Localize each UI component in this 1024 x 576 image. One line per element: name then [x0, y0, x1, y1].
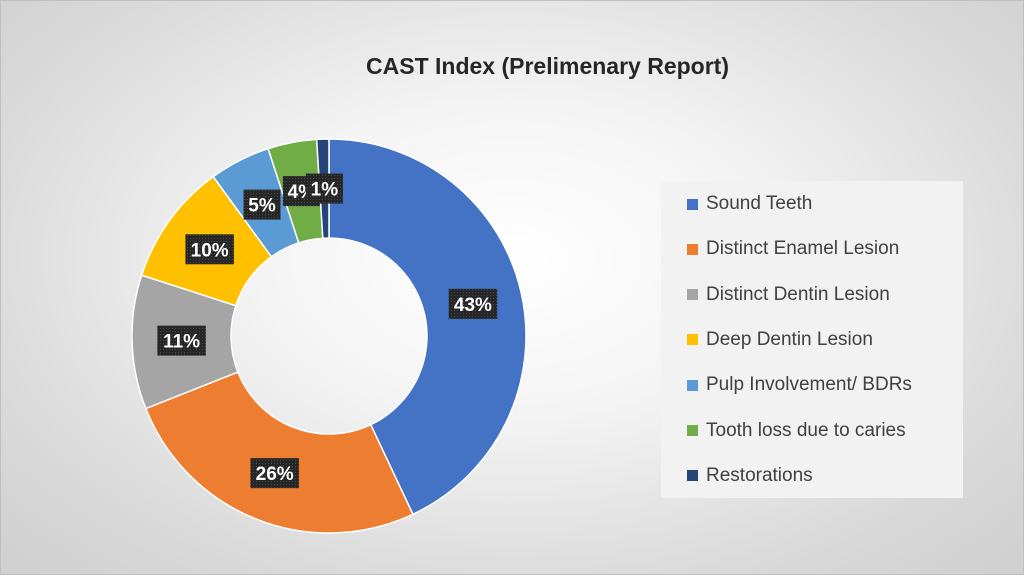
legend-label: Restorations	[706, 464, 813, 486]
legend-label: Deep Dentin Lesion	[706, 328, 873, 350]
data-label-pulp-involvement-bdrs: 5%	[243, 189, 281, 220]
legend-item-pulp-involvement-bdrs: Pulp Involvement/ BDRs	[687, 372, 912, 398]
data-label-box	[243, 189, 281, 220]
data-label-text: 5%	[248, 196, 276, 217]
data-label-sound-teeth: 43%	[448, 288, 498, 319]
data-label-deep-dentin-lesion: 10%	[185, 234, 234, 265]
data-label-distinct-dentin-lesion: 11%	[157, 325, 206, 356]
data-label-distinct-enamel-lesion: 26%	[250, 458, 299, 489]
legend-swatch	[687, 198, 698, 210]
legend-label: Distinct Enamel Lesion	[706, 238, 900, 260]
data-label-box	[448, 288, 498, 319]
data-label-text: 43%	[454, 295, 492, 316]
legend-item-deep-dentin-lesion: Deep Dentin Lesion	[687, 327, 873, 353]
legend-swatch	[687, 289, 698, 301]
legend-label: Distinct Dentin Lesion	[706, 283, 890, 305]
data-label-text: 26%	[256, 464, 294, 485]
legend-label: Sound Teeth	[706, 193, 813, 214]
legend-swatch	[687, 470, 698, 482]
legend: Sound Teeth Distinct Enamel Lesion Distinc…	[661, 181, 963, 498]
slice-sound-teeth	[328, 138, 527, 516]
data-label-box	[250, 458, 299, 489]
legend-swatch	[687, 425, 698, 436]
legend-item-tooth-loss-due-to-caries: Tooth loss due to caries	[687, 418, 906, 444]
data-label-restorations: 1%	[305, 173, 343, 204]
data-label-text: 1%	[311, 180, 339, 201]
legend-swatch	[687, 334, 698, 346]
legend-item-distinct-enamel-lesion: Distinct Enamel Lesion	[687, 236, 899, 262]
chart-title: CAST Index (Prelimenary Report)	[366, 53, 729, 79]
legend-item-distinct-dentin-lesion: Distinct Dentin Lesion	[687, 282, 890, 308]
data-label-text: 11%	[163, 332, 200, 353]
legend-swatch	[687, 243, 698, 255]
slice-distinct-enamel-lesion	[144, 371, 414, 534]
data-label-box	[157, 325, 206, 356]
legend-label: Tooth loss due to caries	[706, 419, 906, 441]
data-label-box	[305, 173, 343, 204]
legend-label: Pulp Involvement/ BDRs	[706, 374, 912, 396]
legend-item-restorations: Restorations	[687, 463, 813, 489]
legend-item-sound-teeth: Sound Teeth	[687, 191, 812, 217]
data-label-text: 10%	[191, 240, 229, 261]
data-label-box	[185, 234, 234, 265]
legend-swatch	[687, 379, 698, 391]
